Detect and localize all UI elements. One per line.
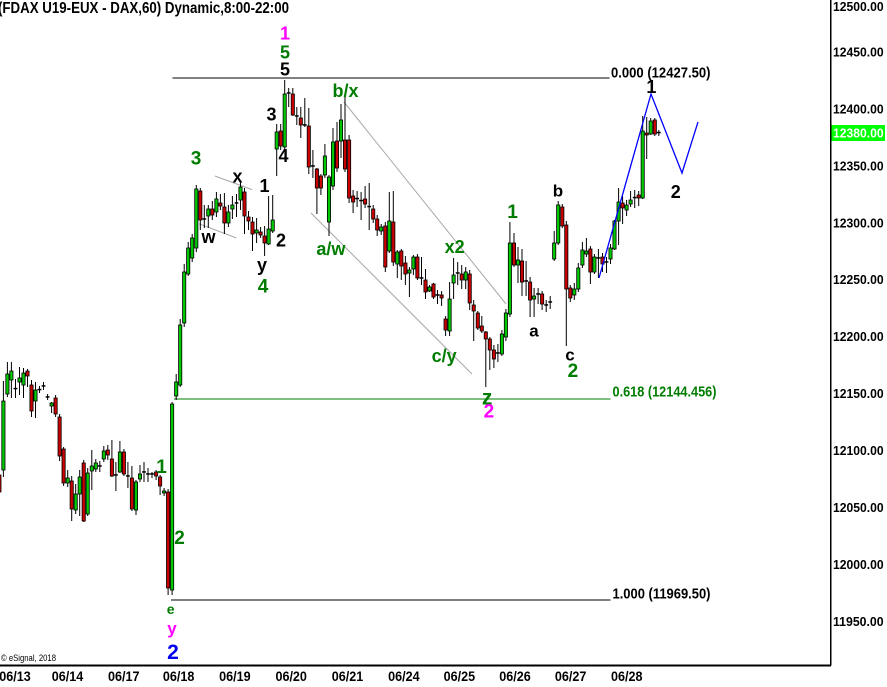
svg-text:2: 2 xyxy=(167,641,179,664)
svg-text:y: y xyxy=(257,255,267,275)
svg-text:1: 1 xyxy=(646,77,656,97)
svg-text:06/24: 06/24 xyxy=(388,669,420,684)
svg-text:06/19: 06/19 xyxy=(219,669,251,684)
svg-text:12400.00: 12400.00 xyxy=(833,102,884,116)
svg-text:12100.00: 12100.00 xyxy=(833,444,884,458)
svg-text:(FDAX U19-EUX - DAX,60) Dynami: (FDAX U19-EUX - DAX,60) Dynamic,8:00-22:… xyxy=(0,0,289,17)
svg-text:12300.00: 12300.00 xyxy=(833,216,884,230)
svg-text:06/17: 06/17 xyxy=(108,669,140,684)
svg-text:06/28: 06/28 xyxy=(611,669,643,684)
svg-text:e: e xyxy=(167,601,175,617)
svg-text:z: z xyxy=(482,387,493,410)
svg-text:c/y: c/y xyxy=(432,346,457,366)
svg-text:2: 2 xyxy=(671,182,681,202)
svg-text:12500.00: 12500.00 xyxy=(833,0,884,14)
svg-text:3: 3 xyxy=(191,149,202,170)
svg-text:x2: x2 xyxy=(445,237,465,257)
svg-text:4: 4 xyxy=(278,146,288,166)
svg-text:11950.00: 11950.00 xyxy=(833,615,884,629)
svg-text:© eSignal, 2018: © eSignal, 2018 xyxy=(1,653,56,664)
svg-text:06/25: 06/25 xyxy=(444,669,476,684)
svg-text:a: a xyxy=(529,322,539,341)
svg-text:b/x: b/x xyxy=(332,81,358,101)
svg-text:1: 1 xyxy=(156,457,167,478)
svg-text:2: 2 xyxy=(484,402,495,423)
svg-text:1.000 (11969.50): 1.000 (11969.50) xyxy=(613,586,711,603)
svg-text:12450.00: 12450.00 xyxy=(833,46,884,60)
svg-text:06/27: 06/27 xyxy=(555,669,587,684)
svg-text:3: 3 xyxy=(266,105,276,125)
svg-text:1: 1 xyxy=(507,202,518,223)
svg-text:x: x xyxy=(232,167,242,187)
svg-text:2: 2 xyxy=(568,361,579,382)
svg-text:06/14: 06/14 xyxy=(52,669,84,684)
svg-text:w: w xyxy=(200,227,216,247)
svg-text:12000.00: 12000.00 xyxy=(833,558,884,572)
svg-text:12380.00: 12380.00 xyxy=(833,127,884,141)
svg-text:2: 2 xyxy=(174,528,185,549)
svg-text:12250.00: 12250.00 xyxy=(833,273,884,287)
svg-text:0.618 (12144.456): 0.618 (12144.456) xyxy=(613,384,717,401)
svg-text:1: 1 xyxy=(280,24,290,44)
svg-text:12200.00: 12200.00 xyxy=(833,330,884,344)
svg-text:4: 4 xyxy=(258,277,269,298)
svg-text:06/13: 06/13 xyxy=(0,669,31,684)
svg-text:12150.00: 12150.00 xyxy=(833,387,884,401)
svg-text:c: c xyxy=(565,346,574,365)
svg-text:a/w: a/w xyxy=(316,239,346,259)
svg-text:0.000 (12427.50): 0.000 (12427.50) xyxy=(611,65,711,82)
svg-text:12350.00: 12350.00 xyxy=(833,159,884,173)
svg-text:2: 2 xyxy=(276,231,286,251)
svg-text:1: 1 xyxy=(259,176,269,196)
svg-text:06/18: 06/18 xyxy=(163,669,195,684)
svg-text:06/21: 06/21 xyxy=(332,669,364,684)
svg-text:b: b xyxy=(553,182,563,201)
svg-text:y: y xyxy=(167,619,177,638)
svg-text:12050.00: 12050.00 xyxy=(833,501,884,515)
svg-text:06/20: 06/20 xyxy=(275,669,307,684)
svg-text:06/26: 06/26 xyxy=(499,669,531,684)
svg-text:5: 5 xyxy=(280,60,290,80)
svg-text:5: 5 xyxy=(280,43,290,63)
